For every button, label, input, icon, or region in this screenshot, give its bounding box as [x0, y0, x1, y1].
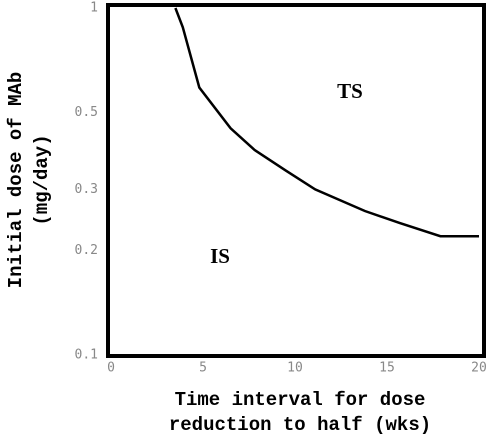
region-label: IS	[210, 244, 230, 268]
x-tick-label: 5	[199, 361, 207, 376]
x-tick-label: 0	[107, 361, 115, 376]
curve	[174, 7, 479, 238]
y-tick-label: 0.3	[75, 182, 98, 197]
x-tick-label: 15	[379, 361, 395, 376]
y-tick-label: 0.1	[75, 348, 98, 363]
y-tick-label: 1	[90, 1, 98, 16]
plot-frame	[106, 3, 486, 358]
y-tick-label: 0.5	[75, 105, 98, 120]
x-tick-label: 10	[287, 361, 303, 376]
x-axis-label: Time interval for dose	[175, 389, 426, 411]
region-label: TS	[337, 79, 363, 103]
y-tick-label: 0.2	[75, 243, 98, 258]
y-axis-label-group: Initial dose of MAb (mg/day)	[5, 72, 53, 289]
x-tick-label: 20	[471, 361, 487, 376]
x-axis-label: reduction to half (wks)	[169, 414, 431, 436]
y-axis-label: Initial dose of MAb	[5, 72, 27, 289]
y-axis-label: (mg/day)	[31, 134, 53, 225]
